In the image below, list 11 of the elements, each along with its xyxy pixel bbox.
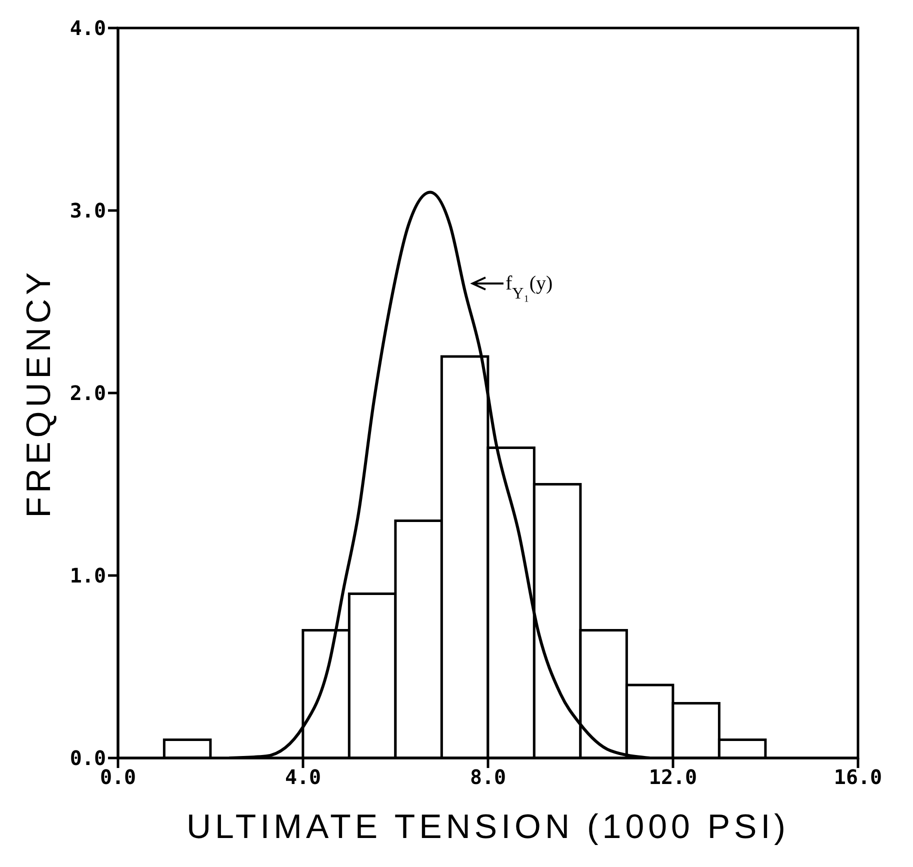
y-tick-label: 4.0: [70, 16, 106, 40]
y-tick-label: 1.0: [70, 564, 106, 588]
y-axis-title: FREQUENCY: [20, 268, 58, 518]
x-tick-label: 4.0: [284, 765, 322, 790]
y-tick-label: 2.0: [70, 381, 106, 406]
annotation: f$_{Y₁}$(y): [506, 272, 553, 302]
x-tick-label: 12.0: [648, 765, 698, 790]
x-axis-title: ULTIMATE TENSION (1000 PSI): [186, 808, 790, 846]
x-tick-label: 16.0: [834, 765, 882, 790]
y-tick-label: 3.0: [70, 198, 106, 223]
x-tick-label: 8.0: [470, 765, 506, 790]
